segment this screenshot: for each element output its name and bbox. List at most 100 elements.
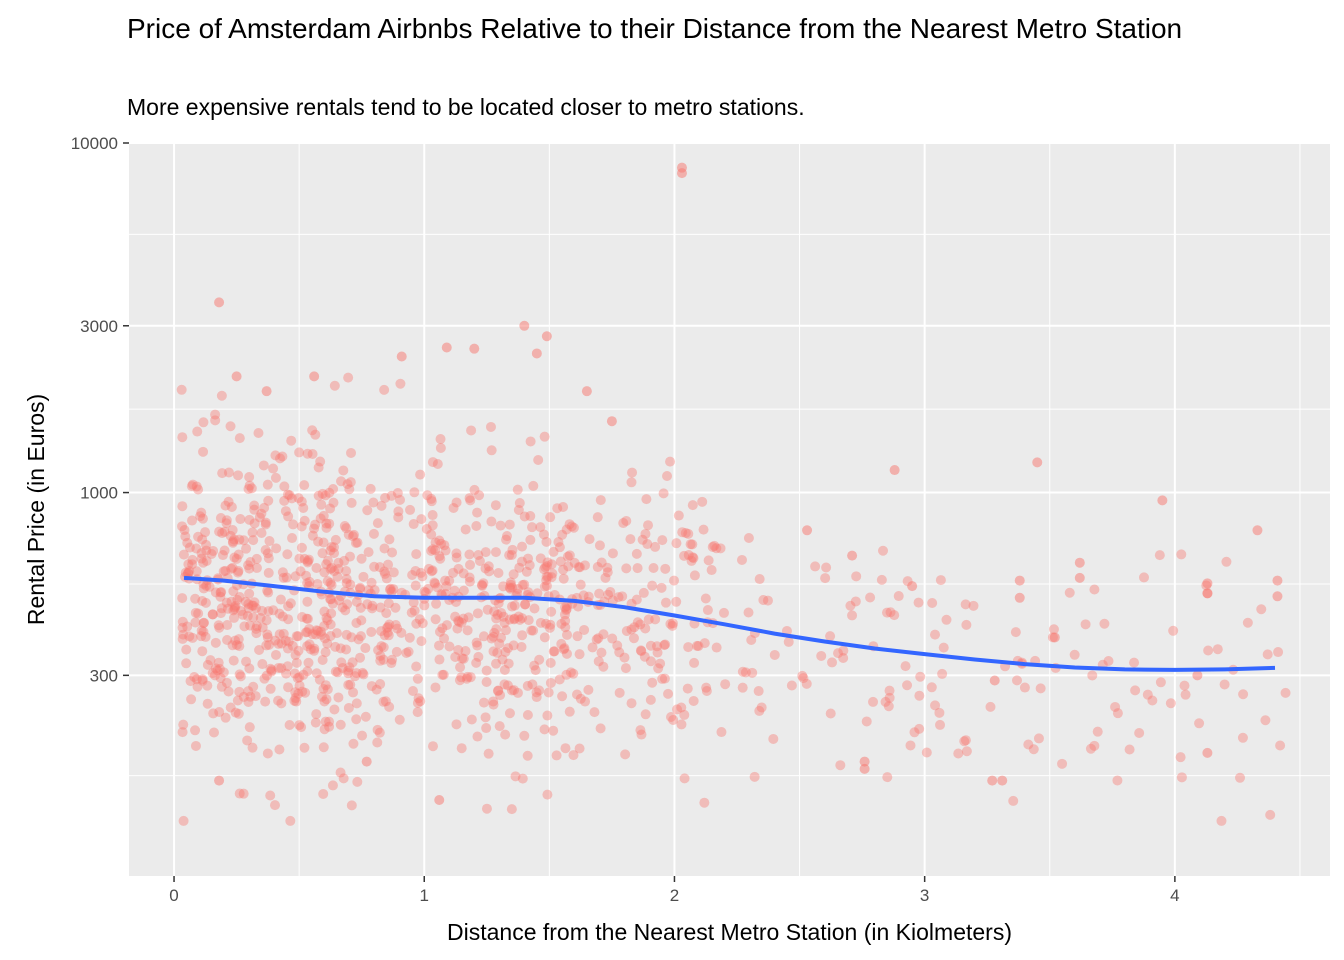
data-point bbox=[429, 577, 440, 588]
data-point bbox=[488, 631, 499, 642]
data-point bbox=[1256, 604, 1267, 615]
data-point bbox=[453, 563, 464, 574]
data-point bbox=[269, 800, 280, 811]
data-point bbox=[490, 547, 501, 558]
data-point bbox=[191, 566, 202, 577]
data-point bbox=[758, 595, 769, 606]
data-point bbox=[914, 723, 925, 734]
data-point bbox=[329, 566, 340, 577]
data-point bbox=[384, 584, 395, 595]
data-point bbox=[177, 501, 188, 512]
data-point bbox=[265, 663, 276, 674]
data-point bbox=[177, 633, 188, 644]
data-point bbox=[316, 629, 327, 640]
data-point bbox=[375, 650, 386, 661]
data-point bbox=[497, 654, 508, 665]
data-point bbox=[838, 645, 849, 656]
data-point bbox=[262, 548, 273, 559]
data-point bbox=[363, 547, 374, 558]
data-point bbox=[1010, 627, 1021, 638]
data-point bbox=[281, 572, 292, 583]
data-point bbox=[176, 384, 187, 395]
data-point bbox=[388, 567, 399, 578]
data-point bbox=[847, 550, 858, 561]
data-point bbox=[1202, 588, 1213, 599]
data-point bbox=[388, 584, 399, 595]
data-point bbox=[276, 663, 287, 674]
data-point bbox=[516, 556, 527, 567]
data-point bbox=[593, 656, 604, 667]
data-point bbox=[953, 748, 964, 759]
data-point bbox=[335, 719, 346, 730]
data-point bbox=[244, 663, 255, 674]
data-point bbox=[523, 553, 534, 564]
data-point bbox=[190, 617, 201, 628]
data-point bbox=[229, 534, 240, 545]
data-point bbox=[228, 586, 239, 597]
data-point bbox=[692, 640, 703, 651]
data-point bbox=[456, 743, 467, 754]
data-point bbox=[543, 687, 554, 698]
data-point bbox=[283, 601, 294, 612]
data-point bbox=[412, 697, 423, 708]
data-point bbox=[492, 647, 503, 658]
data-point bbox=[371, 684, 382, 695]
data-point bbox=[783, 636, 794, 647]
data-point bbox=[1155, 677, 1166, 688]
data-point bbox=[302, 555, 313, 566]
data-point bbox=[369, 585, 380, 596]
data-point bbox=[640, 528, 651, 539]
data-point bbox=[191, 674, 202, 685]
data-point bbox=[262, 632, 273, 643]
data-point bbox=[702, 605, 713, 616]
data-point bbox=[483, 561, 494, 572]
data-point bbox=[337, 663, 348, 674]
data-point bbox=[583, 684, 594, 695]
data-point bbox=[488, 696, 499, 707]
data-point bbox=[505, 579, 516, 590]
data-point bbox=[509, 614, 520, 625]
data-point bbox=[927, 597, 938, 608]
data-point bbox=[213, 620, 224, 631]
data-point bbox=[455, 662, 466, 673]
data-point bbox=[225, 530, 236, 541]
data-point bbox=[432, 458, 443, 469]
data-point bbox=[292, 673, 303, 684]
data-point bbox=[230, 635, 241, 646]
data-point bbox=[346, 632, 357, 643]
data-point bbox=[239, 621, 250, 632]
data-points bbox=[176, 162, 1291, 826]
data-point bbox=[656, 582, 667, 593]
data-point bbox=[229, 552, 240, 563]
data-point bbox=[351, 714, 362, 725]
data-point bbox=[648, 563, 659, 574]
data-point bbox=[909, 727, 920, 738]
data-point bbox=[244, 514, 255, 525]
data-point bbox=[386, 490, 397, 501]
data-point bbox=[450, 611, 461, 622]
data-point bbox=[501, 531, 512, 542]
data-point bbox=[197, 675, 208, 686]
data-point bbox=[298, 669, 309, 680]
data-point bbox=[209, 670, 220, 681]
data-point bbox=[440, 575, 451, 586]
data-point bbox=[430, 537, 441, 548]
data-point bbox=[366, 577, 377, 588]
data-point bbox=[520, 599, 531, 610]
data-point bbox=[431, 598, 442, 609]
data-point bbox=[326, 608, 337, 619]
data-point bbox=[938, 642, 949, 653]
data-point bbox=[672, 704, 683, 715]
data-point bbox=[221, 515, 232, 526]
data-point bbox=[191, 481, 202, 492]
data-point bbox=[526, 625, 537, 636]
data-point bbox=[594, 588, 605, 599]
data-point bbox=[309, 523, 320, 534]
data-point bbox=[707, 541, 718, 552]
data-point bbox=[1165, 698, 1176, 709]
data-point bbox=[682, 683, 693, 694]
data-point bbox=[420, 587, 431, 598]
data-point bbox=[529, 603, 540, 614]
data-point bbox=[905, 740, 916, 751]
data-point bbox=[264, 639, 275, 650]
